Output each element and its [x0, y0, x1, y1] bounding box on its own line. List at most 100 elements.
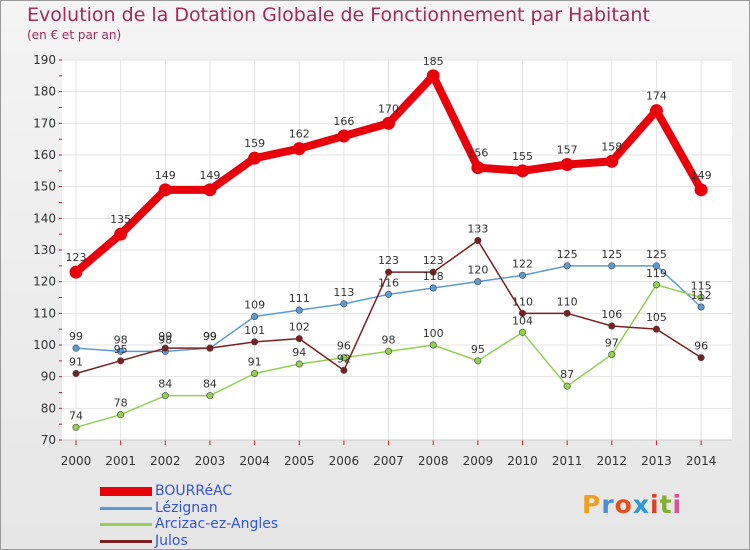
data-point	[72, 423, 80, 431]
data-label: 149	[155, 169, 176, 182]
data-label: 78	[114, 397, 128, 410]
data-point	[251, 338, 259, 346]
data-label: 95	[471, 343, 485, 356]
data-point	[518, 271, 526, 279]
series-group	[69, 69, 708, 431]
brand-logo: Proxiti	[582, 490, 682, 519]
x-tick-label: 2014	[686, 454, 717, 468]
legend-label: Arcizac-ez-Angles	[155, 516, 279, 532]
y-tick-label: 150	[33, 180, 56, 194]
grid	[62, 59, 732, 441]
data-point	[697, 354, 705, 362]
brand-letter: t	[659, 490, 673, 519]
data-label: 99	[203, 330, 217, 343]
data-label: 162	[289, 128, 310, 141]
brand-letter: i	[650, 490, 660, 519]
data-point	[206, 344, 214, 352]
data-point	[429, 284, 437, 292]
data-point	[251, 312, 259, 320]
data-label: 113	[333, 286, 354, 299]
data-point	[426, 69, 440, 83]
y-tick-label: 190	[33, 53, 56, 67]
data-label: 125	[557, 248, 578, 261]
data-label: 157	[557, 144, 578, 157]
data-label: 116	[378, 276, 399, 289]
x-tick-label: 2011	[552, 454, 583, 468]
data-point	[518, 309, 526, 317]
data-point	[161, 344, 169, 352]
data-point	[295, 306, 303, 314]
data-label: 166	[333, 115, 354, 128]
data-label: 123	[423, 254, 444, 267]
data-label: 185	[423, 55, 444, 68]
data-label: 170	[378, 102, 399, 115]
data-label: 96	[337, 340, 351, 353]
x-tick-label: 2000	[61, 454, 92, 468]
x-tick-label: 2002	[150, 454, 181, 468]
data-point	[429, 268, 437, 276]
data-label: 84	[203, 378, 217, 391]
legend-label: Lézignan	[155, 499, 218, 516]
data-label: 109	[244, 299, 265, 312]
data-label: 156	[467, 147, 488, 160]
brand-letter: P	[582, 490, 602, 519]
data-label: 74	[69, 409, 83, 422]
data-point	[385, 268, 393, 276]
brand-letter: o	[614, 490, 633, 519]
data-label: 125	[601, 248, 622, 261]
data-label: 91	[69, 356, 83, 369]
legend-label: BOURRéAC	[155, 483, 233, 499]
x-tick-label: 2013	[641, 454, 672, 468]
data-label: 96	[694, 340, 708, 353]
data-point	[471, 161, 485, 175]
data-label: 149	[199, 169, 220, 182]
data-label: 111	[289, 292, 310, 305]
data-point	[474, 237, 482, 245]
y-tick-label: 100	[33, 338, 56, 352]
data-point	[385, 290, 393, 298]
y-axis: 70 80 90 100 110 120 130 140 150 160 170 180 190	[33, 53, 62, 447]
data-label: 94	[292, 346, 306, 359]
legend-swatch	[100, 487, 152, 496]
chart-title: Evolution de la Dotation Globale de Fonc…	[27, 4, 650, 26]
data-point	[206, 392, 214, 400]
y-tick-label: 140	[33, 211, 56, 225]
y-tick-label: 80	[41, 401, 56, 415]
data-label: 102	[289, 321, 310, 334]
data-label: 110	[512, 295, 533, 308]
data-label: 119	[646, 267, 667, 280]
data-point	[382, 116, 396, 130]
data-point	[158, 183, 172, 197]
data-point	[117, 357, 125, 365]
data-label: 159	[244, 137, 265, 150]
data-label: 99	[158, 330, 172, 343]
data-label: 92	[337, 352, 351, 365]
y-tick-label: 130	[33, 243, 56, 257]
brand-letter: x	[632, 490, 650, 519]
data-label: 98	[158, 333, 172, 346]
data-point	[652, 262, 660, 270]
data-point	[652, 325, 660, 333]
data-label: 149	[691, 169, 712, 182]
data-label: 112	[691, 289, 712, 302]
data-point	[295, 335, 303, 343]
legend-swatch	[100, 539, 152, 543]
data-point	[72, 344, 80, 352]
chart-subtitle: (en € et par an)	[27, 28, 122, 42]
data-label: 174	[646, 90, 667, 103]
data-point	[292, 142, 306, 156]
x-tick-label: 2003	[195, 454, 226, 468]
data-label: 125	[646, 248, 667, 261]
data-point	[697, 303, 705, 311]
data-label: 123	[66, 251, 87, 264]
data-label: 100	[423, 327, 444, 340]
legend-swatch	[100, 506, 152, 510]
y-tick-label: 110	[33, 306, 56, 320]
data-point	[563, 382, 571, 390]
data-label: 123	[378, 254, 399, 267]
data-point	[608, 262, 616, 270]
data-point	[563, 262, 571, 270]
x-tick-label: 2004	[239, 454, 270, 468]
